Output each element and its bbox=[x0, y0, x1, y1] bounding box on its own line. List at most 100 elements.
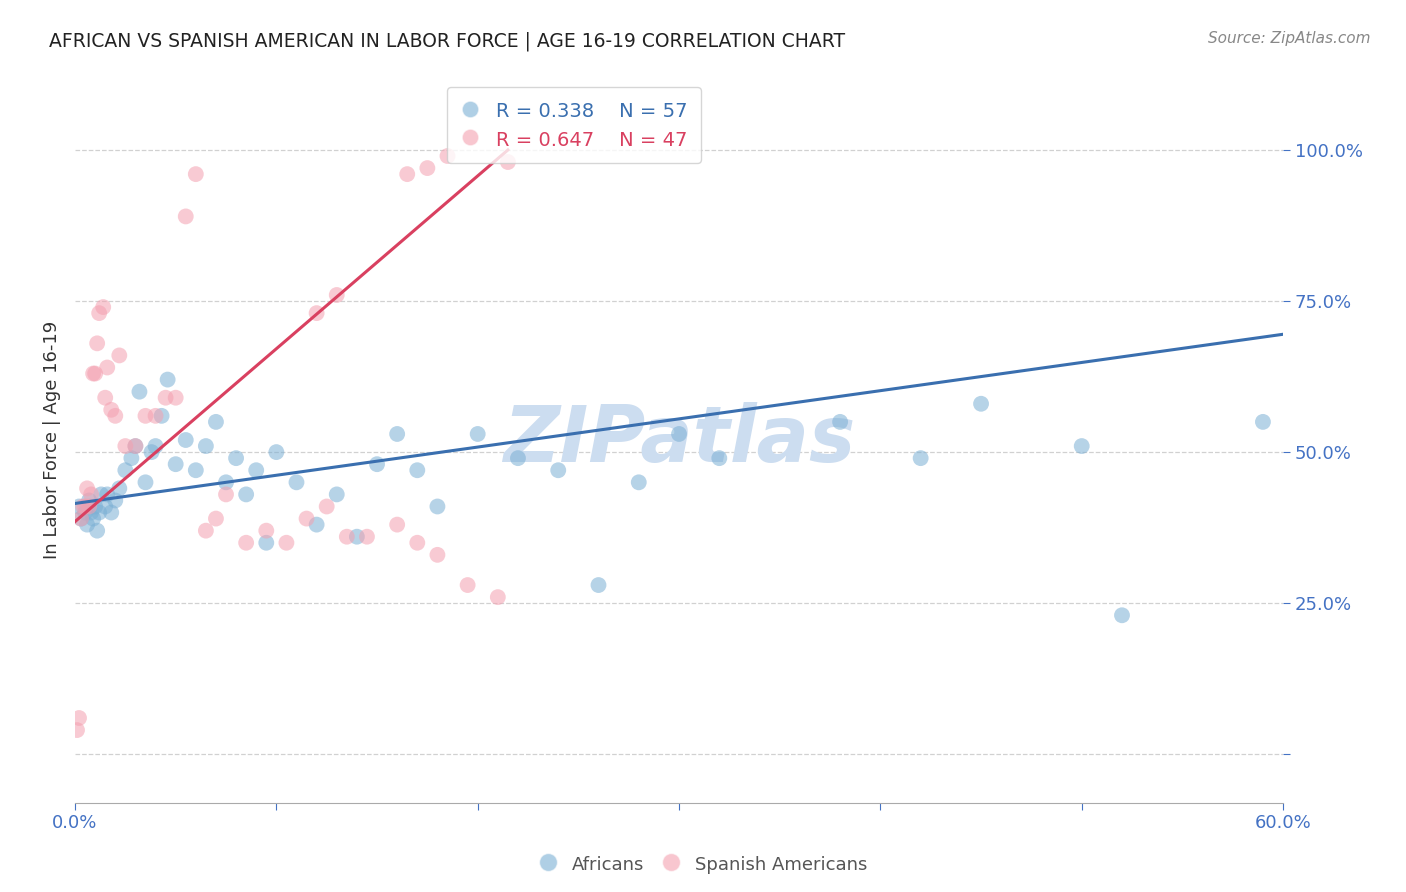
Point bbox=[82, 511, 104, 525]
Point bbox=[194, 524, 217, 538]
Point bbox=[295, 511, 318, 525]
Point bbox=[235, 487, 257, 501]
Point bbox=[104, 409, 127, 423]
Point bbox=[96, 487, 118, 501]
Point bbox=[75, 506, 97, 520]
Point bbox=[254, 524, 277, 538]
Point bbox=[134, 475, 156, 490]
Point bbox=[225, 451, 247, 466]
Point bbox=[326, 487, 349, 501]
Point bbox=[426, 548, 449, 562]
Point bbox=[336, 530, 359, 544]
Point bbox=[67, 711, 90, 725]
Text: ZIPatlas: ZIPatlas bbox=[503, 402, 855, 478]
Point bbox=[1070, 439, 1092, 453]
Point bbox=[416, 161, 439, 175]
Point bbox=[426, 500, 449, 514]
Point bbox=[72, 500, 94, 514]
Point bbox=[436, 149, 458, 163]
Point bbox=[165, 391, 187, 405]
Y-axis label: In Labor Force | Age 16-19: In Labor Force | Age 16-19 bbox=[44, 321, 60, 559]
Point bbox=[94, 391, 117, 405]
Point bbox=[114, 439, 136, 453]
Point bbox=[305, 306, 328, 320]
Point bbox=[80, 487, 103, 501]
Point bbox=[67, 500, 90, 514]
Point bbox=[174, 210, 197, 224]
Point bbox=[215, 487, 238, 501]
Point bbox=[235, 535, 257, 549]
Point bbox=[385, 517, 408, 532]
Point bbox=[184, 463, 207, 477]
Point bbox=[86, 336, 108, 351]
Point bbox=[406, 463, 429, 477]
Point bbox=[141, 445, 163, 459]
Point bbox=[366, 457, 388, 471]
Point bbox=[506, 451, 529, 466]
Point bbox=[305, 517, 328, 532]
Point bbox=[205, 415, 228, 429]
Point bbox=[108, 481, 131, 495]
Point bbox=[128, 384, 150, 399]
Point bbox=[467, 427, 489, 442]
Point bbox=[266, 445, 288, 459]
Point bbox=[91, 300, 114, 314]
Point bbox=[100, 506, 122, 520]
Point bbox=[1111, 608, 1133, 623]
Point bbox=[76, 481, 98, 495]
Point bbox=[627, 475, 650, 490]
Point bbox=[108, 348, 131, 362]
Point bbox=[486, 590, 509, 604]
Point bbox=[70, 511, 93, 525]
Point bbox=[124, 439, 146, 453]
Point bbox=[326, 288, 349, 302]
Point bbox=[285, 475, 308, 490]
Point bbox=[254, 535, 277, 549]
Point bbox=[547, 463, 569, 477]
Point bbox=[66, 723, 89, 737]
Point bbox=[84, 500, 107, 514]
Point bbox=[588, 578, 610, 592]
Point bbox=[75, 500, 97, 514]
Point bbox=[155, 391, 177, 405]
Point bbox=[668, 427, 690, 442]
Point bbox=[120, 451, 142, 466]
Point bbox=[215, 475, 238, 490]
Point bbox=[77, 493, 100, 508]
Point bbox=[245, 463, 267, 477]
Point bbox=[457, 578, 479, 592]
Point bbox=[89, 506, 111, 520]
Point bbox=[124, 439, 146, 453]
Point bbox=[77, 500, 100, 514]
Point bbox=[100, 402, 122, 417]
Point bbox=[104, 493, 127, 508]
Point bbox=[94, 500, 117, 514]
Point bbox=[406, 535, 429, 549]
Point bbox=[709, 451, 731, 466]
Point bbox=[84, 367, 107, 381]
Point bbox=[194, 439, 217, 453]
Point bbox=[205, 511, 228, 525]
Text: Source: ZipAtlas.com: Source: ZipAtlas.com bbox=[1208, 31, 1371, 46]
Point bbox=[90, 487, 112, 501]
Point bbox=[89, 306, 111, 320]
Point bbox=[134, 409, 156, 423]
Point bbox=[910, 451, 932, 466]
Point bbox=[174, 433, 197, 447]
Point bbox=[496, 155, 519, 169]
Point bbox=[150, 409, 173, 423]
Point bbox=[82, 367, 104, 381]
Point bbox=[156, 373, 179, 387]
Point bbox=[1251, 415, 1274, 429]
Point bbox=[184, 167, 207, 181]
Point bbox=[96, 360, 118, 375]
Point bbox=[346, 530, 368, 544]
Point bbox=[86, 524, 108, 538]
Point bbox=[145, 439, 167, 453]
Text: AFRICAN VS SPANISH AMERICAN IN LABOR FORCE | AGE 16-19 CORRELATION CHART: AFRICAN VS SPANISH AMERICAN IN LABOR FOR… bbox=[49, 31, 845, 51]
Point bbox=[970, 397, 993, 411]
Point bbox=[145, 409, 167, 423]
Point bbox=[356, 530, 378, 544]
Point bbox=[315, 500, 337, 514]
Point bbox=[80, 506, 103, 520]
